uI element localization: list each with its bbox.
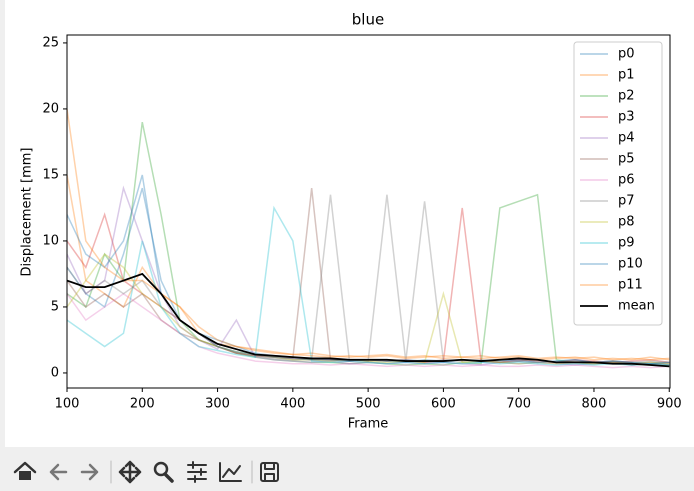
series-line — [67, 272, 670, 368]
x-tick-label: 500 — [356, 397, 381, 412]
x-axis-label: Frame — [348, 417, 389, 432]
back-button[interactable] — [49, 463, 68, 481]
y-axis-label: Displacement [mm] — [20, 148, 35, 277]
y-tick-label: 20 — [42, 101, 59, 116]
series-line — [67, 205, 670, 366]
legend-label: p1 — [618, 68, 635, 83]
plot-lines — [67, 108, 670, 369]
legend-label: mean — [618, 299, 655, 314]
y-tick-label: 5 — [51, 299, 59, 314]
legend-label: p11 — [618, 278, 643, 293]
legend-label: p5 — [618, 152, 635, 167]
y-tick-label: 25 — [42, 35, 59, 50]
series-line — [67, 185, 670, 366]
legend-label: p3 — [618, 110, 635, 125]
zoom-button[interactable] — [153, 461, 174, 483]
legend-label: p4 — [618, 131, 635, 146]
figure: blue Frame Displacement [mm] 100 200 300 40… — [5, 0, 694, 447]
save-button[interactable] — [260, 462, 279, 482]
x-tick-label: 400 — [280, 397, 305, 412]
configure-button[interactable] — [187, 461, 207, 483]
x-tick-label: 700 — [506, 397, 531, 412]
toolbar — [13, 460, 279, 484]
separator — [110, 460, 253, 484]
legend-label: p10 — [618, 257, 643, 272]
series-line — [67, 108, 670, 361]
series-line — [67, 292, 670, 369]
legend-box — [573, 41, 663, 326]
y-tick-label: 15 — [42, 167, 59, 182]
legend-label: p0 — [618, 47, 635, 62]
x-tick-label: 300 — [205, 397, 230, 412]
legend-label: p9 — [618, 236, 635, 251]
x-tick-label: 800 — [582, 397, 607, 412]
y-tick-label: 0 — [51, 365, 59, 380]
series-line — [67, 174, 670, 361]
y-tick-label: 10 — [42, 233, 59, 248]
x-tick-label: 100 — [55, 397, 80, 412]
legend-label: p6 — [618, 173, 635, 188]
x-tick-label: 200 — [130, 397, 155, 412]
legend-label: p8 — [618, 215, 635, 230]
chart-title: blue — [352, 11, 384, 29]
x-tick-label: 900 — [657, 397, 682, 412]
legend-label: p2 — [618, 89, 635, 104]
legend-label: p7 — [618, 194, 635, 209]
x-tick-label: 600 — [431, 397, 456, 412]
pan-button[interactable] — [118, 460, 142, 484]
edit-axes-button[interactable] — [219, 462, 242, 482]
home-button[interactable] — [13, 461, 37, 480]
forward-button[interactable] — [80, 463, 99, 481]
